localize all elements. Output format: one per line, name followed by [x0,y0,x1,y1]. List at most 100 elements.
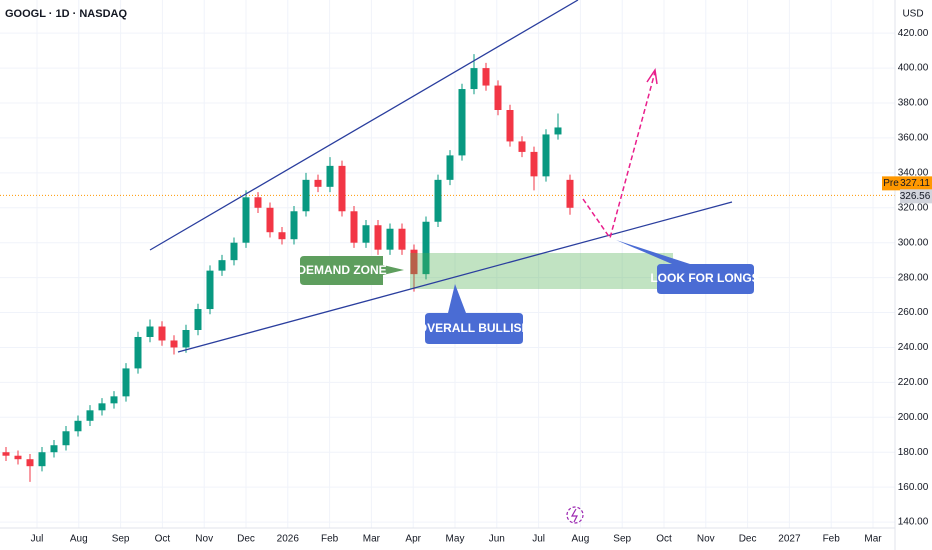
candle-body [98,403,106,411]
x-tick-label: Jun [489,534,505,545]
candle-body [74,420,82,432]
candle-body [146,326,154,337]
y-tick-label: 360.00 [898,133,929,144]
y-tick-label: 180.00 [898,447,929,458]
x-tick-label: Mar [363,534,381,545]
candle-body [278,232,286,240]
candle-body [554,127,562,135]
candle-body [386,228,394,250]
candle-body [506,110,514,142]
price-axis [895,0,932,550]
x-tick-label: May [446,534,465,545]
y-tick-label: 420.00 [898,28,929,39]
candle-body [434,179,442,222]
candle-body [194,309,202,330]
y-tick-label: 340.00 [898,167,929,178]
currency: USD [902,9,923,20]
y-tick-label: 260.00 [898,307,929,318]
candle-body [350,211,358,243]
candle-body [482,68,490,86]
callout-box [300,256,404,285]
x-tick-label: Apr [405,534,421,545]
annotation: OVERALL BULLISH [418,321,530,335]
lower-trendline [177,201,733,353]
projection-arrow [582,71,656,240]
candle-body [530,151,538,177]
candle-body [302,179,310,212]
x-tick-label: Mar [864,534,882,545]
x-tick-label: Aug [572,534,590,545]
x-tick-label: Oct [656,534,672,545]
candle-body [290,211,298,240]
candle-body [242,197,250,243]
x-tick-label: Jul [532,534,545,545]
candle-body [218,260,226,271]
price-tag-value: 327.11 [900,178,930,189]
axis-labels: 140.00 160.00 180.00 200.00 220.00 240.00 260.… [31,28,932,545]
y-tick-label: 220.00 [898,377,929,388]
chart-title: GOOGL · 1D · NASDAQ [5,8,127,20]
y-tick-label: 140.00 [898,517,929,528]
candle-body [566,179,574,208]
y-tick-label: 200.00 [898,412,929,423]
candle-body [110,396,118,404]
price-tag-value: 326.56 [900,191,931,202]
candle-body [266,207,274,233]
x-tick-label: Feb [321,534,339,545]
candle-body [422,221,430,275]
candle-body [206,270,214,310]
candle-body [446,155,454,180]
callout-box [616,240,754,294]
demand-zone-callout: DEMAND ZONE [297,256,404,285]
y-tick-label: 240.00 [898,342,929,353]
candle-body [230,242,238,261]
y-tick-label: 280.00 [898,272,929,283]
x-tick-label: Nov [195,534,213,545]
candle-body [362,225,370,243]
x-tick-label: Jul [31,534,44,545]
candle-body [182,330,190,348]
candle-body [410,249,418,275]
candle-body [122,368,130,397]
arrow-head [646,67,658,85]
candle-body [458,89,466,156]
y-tick-label: 380.00 [898,98,929,109]
candle-body [338,165,346,212]
candle-body [518,141,526,152]
price-tag [900,176,932,191]
candle-body [134,336,142,369]
x-tick-label: Dec [739,534,757,545]
price-tag [900,189,932,204]
callout-box [425,284,523,344]
x-tick-label: Nov [697,534,715,545]
x-tick-label: Sep [613,534,631,545]
y-tick-label: 320.00 [898,202,929,213]
candle-body [254,197,262,208]
candle-body [86,410,94,421]
x-tick-label: Oct [155,534,171,545]
x-tick-label: Dec [237,534,255,545]
candle-body [2,452,10,456]
x-tick-label: Sep [112,534,130,545]
candles [2,54,574,482]
candle-body [50,445,58,453]
candle-body [494,85,502,110]
bullish-callout: OVERALL BULLISH [418,284,530,344]
candle-body [374,225,382,250]
x-tick-label: Feb [823,534,841,545]
price-tag-label: Pre [883,178,899,189]
y-tick-label: 400.00 [898,63,929,74]
candle-body [14,455,22,460]
event-icon-bolt [570,508,578,523]
candle-body [542,134,550,177]
upper-trendline [149,0,579,251]
y-tick-label: 300.00 [898,237,929,248]
longs-callout: LOOK FOR LONGS [616,240,760,294]
y-tick-label: 160.00 [898,482,929,493]
x-tick-label: 2026 [277,534,300,545]
event-icon[interactable] [566,506,584,524]
candle-body [38,452,46,467]
x-tick-label: Aug [70,534,88,545]
annotation: DEMAND ZONE [297,263,386,277]
